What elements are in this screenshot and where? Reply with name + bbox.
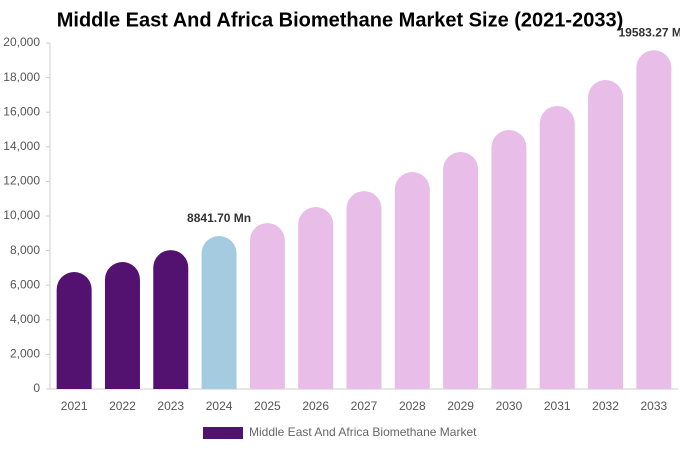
bar <box>201 236 237 389</box>
data-label: 19583.27 Mn <box>618 25 680 39</box>
bar <box>636 50 672 390</box>
chart-title: Middle East And Africa Biomethane Market… <box>57 9 623 31</box>
x-tick-label: 2029 <box>447 399 474 413</box>
bar <box>394 172 430 389</box>
x-tick-label: 2027 <box>351 399 378 413</box>
y-tick-label: 14,000 <box>3 139 40 153</box>
x-tick-label: 2024 <box>206 399 233 413</box>
x-tick-label: 2021 <box>61 399 88 413</box>
bar <box>491 130 527 390</box>
x-tick-label: 2033 <box>640 399 667 413</box>
x-tick-label: 2023 <box>157 399 184 413</box>
bar <box>539 105 575 390</box>
data-label: 8841.70 Mn <box>187 211 251 225</box>
legend-swatch <box>203 427 243 439</box>
bar <box>56 272 92 389</box>
bar <box>153 250 189 389</box>
legend-label: Middle East And Africa Biomethane Market <box>249 425 477 439</box>
y-tick-label: 4,000 <box>10 312 40 326</box>
y-tick-label: 2,000 <box>10 347 40 361</box>
y-tick-label: 20,000 <box>3 35 40 49</box>
y-tick-label: 18,000 <box>3 70 40 84</box>
y-tick-label: 10,000 <box>3 208 40 222</box>
x-tick-label: 2032 <box>592 399 619 413</box>
bar <box>298 207 334 389</box>
bar <box>588 80 624 389</box>
bar <box>104 262 140 389</box>
y-tick-label: 16,000 <box>3 104 40 118</box>
y-tick-label: 0 <box>33 381 40 395</box>
y-tick-label: 12,000 <box>3 174 40 188</box>
x-tick-label: 2028 <box>399 399 426 413</box>
bar <box>443 151 479 389</box>
y-tick-label: 6,000 <box>10 277 40 291</box>
bar <box>346 191 382 389</box>
x-tick-label: 2030 <box>496 399 523 413</box>
x-tick-label: 2022 <box>109 399 136 413</box>
y-tick-label: 8,000 <box>10 243 40 257</box>
x-tick-label: 2026 <box>302 399 329 413</box>
x-tick-label: 2025 <box>254 399 281 413</box>
x-tick-label: 2031 <box>544 399 571 413</box>
bar <box>249 223 285 389</box>
